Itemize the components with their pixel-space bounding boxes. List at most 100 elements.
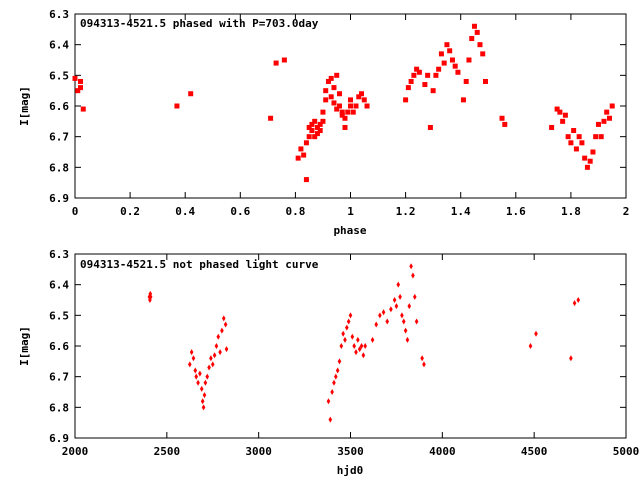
unphased-data-point [396, 281, 401, 288]
unphased-data-point [199, 385, 204, 392]
phased-data-point [328, 75, 334, 81]
unphased-y-tick-label: 6.6 [49, 340, 69, 353]
unphased-data-point [403, 327, 408, 334]
phased-data-point [455, 69, 461, 75]
unphased-data-point [332, 379, 336, 386]
unphased-data-point [205, 373, 210, 380]
phased-data-point [188, 91, 194, 97]
phased-data-point [598, 134, 604, 140]
unphased-data-point [569, 355, 573, 362]
phased-y-tick-label: 6.8 [49, 161, 69, 174]
unphased-data-point [407, 303, 412, 310]
unphased-title: 094313-4521.5 not phased light curve [80, 258, 319, 271]
unphased-data-point [352, 343, 356, 349]
phased-data-point [306, 134, 312, 140]
phased-data-point [303, 177, 309, 183]
phased-y-tick-label: 6.6 [49, 100, 69, 113]
phased-data-point [474, 29, 480, 35]
phased-points [72, 23, 615, 183]
unphased-data-point [189, 349, 194, 356]
unphased-data-point [221, 315, 226, 322]
phased-data-point [438, 51, 444, 57]
phased-data-point [482, 78, 488, 84]
phased-data-point [312, 118, 318, 124]
phased-data-point [348, 97, 353, 103]
unphased-data-point [187, 361, 192, 368]
phased-data-point [75, 88, 81, 94]
unphased-data-point [201, 404, 206, 411]
phased-data-point [573, 146, 579, 152]
phased-y-label: I[mag] [18, 86, 31, 126]
unphased-data-point [378, 312, 382, 319]
unphased-x-tick-label: 4000 [429, 445, 456, 458]
unphased-data-point [196, 379, 200, 386]
unphased-data-point [193, 367, 198, 374]
unphased-data-point [398, 293, 402, 300]
unphased-data-point [385, 318, 390, 325]
phased-y-tick-label: 6.3 [49, 8, 69, 21]
phased-data-point [557, 109, 563, 115]
phased-y-tick-label: 6.4 [49, 39, 69, 52]
unphased-data-point [414, 318, 419, 325]
phased-data-point [480, 51, 486, 57]
phased-x-tick-label: 1.4 [451, 205, 471, 218]
unphased-data-point [198, 370, 202, 377]
unphased-data-point [345, 324, 349, 331]
phased-data-point [579, 140, 585, 146]
phased-x-tick-label: 0.8 [285, 205, 305, 218]
phased-data-point [422, 82, 428, 88]
phased-data-point [469, 36, 475, 42]
phased-data-point [301, 152, 307, 158]
unphased-data-point [343, 336, 347, 343]
phased-data-point [72, 75, 78, 81]
phased-data-point [339, 109, 345, 115]
unphased-data-point [409, 263, 413, 270]
phased-x-tick-label: 2 [623, 205, 630, 218]
unphased-data-point [389, 306, 393, 313]
phased-data-point [433, 72, 439, 78]
unphased-x-tick-label: 5000 [613, 445, 640, 458]
unphased-data-point [223, 321, 228, 328]
phased-data-point [78, 78, 84, 84]
unphased-data-point [212, 352, 217, 359]
phased-data-point [317, 121, 323, 127]
phased-data-point [601, 118, 607, 124]
unphased-x-tick-label: 2500 [154, 445, 181, 458]
unphased-data-point [363, 343, 367, 349]
phased-data-point [414, 66, 420, 72]
unphased-data-point [337, 358, 342, 365]
phased-data-point [359, 91, 365, 97]
phased-data-point [78, 85, 84, 91]
phased-data-point [328, 94, 334, 100]
unphased-data-point [394, 303, 399, 310]
phased-data-point [499, 115, 505, 121]
unphased-data-point [400, 312, 404, 319]
unphased-data-point [207, 364, 211, 371]
phased-data-point [320, 109, 326, 115]
phased-data-point [331, 85, 337, 91]
unphased-x-tick-label: 4500 [521, 445, 548, 458]
unphased-data-point [534, 330, 538, 337]
phased-data-point [317, 128, 323, 134]
unphased-x-label: hjd0 [337, 464, 364, 477]
phased-data-point [356, 94, 362, 100]
phased-x-tick-label: 1.6 [506, 205, 526, 218]
phased-data-point [604, 109, 610, 115]
unphased-ticks: 2000 2500 3000 3500 4000 4500 5000 6.3 6.4 6.5 6.6… [49, 248, 639, 458]
unphased-panel: 094313-4521.5 not phased light curve hjd… [18, 248, 639, 477]
phased-data-point [436, 66, 442, 72]
phased-data-point [334, 106, 340, 112]
phased-data-point [403, 97, 409, 103]
unphased-data-point [411, 272, 415, 279]
unphased-x-tick-label: 3500 [337, 445, 364, 458]
phased-data-point [339, 112, 345, 118]
phased-data-point [565, 134, 571, 140]
phased-y-tick-label: 6.5 [49, 69, 69, 82]
unphased-data-point [392, 297, 397, 303]
unphased-data-point [572, 300, 577, 307]
phased-data-point [336, 103, 342, 109]
phased-data-point [303, 140, 309, 146]
unphased-data-point [354, 349, 358, 356]
phased-data-point [273, 60, 279, 66]
